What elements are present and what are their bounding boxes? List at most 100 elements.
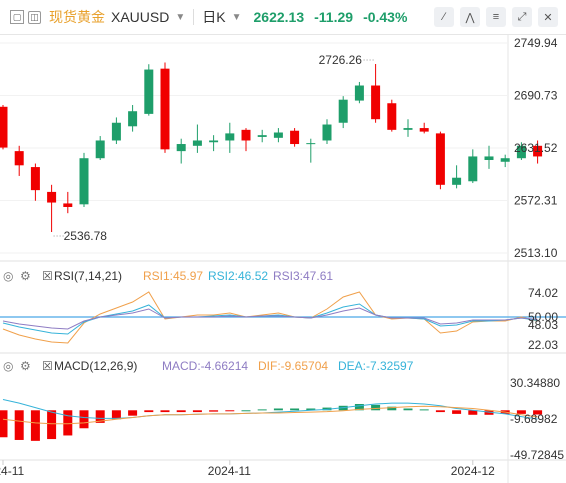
- high-annotation: 2726.26: [319, 53, 363, 67]
- macd-histogram-bar: [516, 410, 526, 414]
- macd-histogram-bar: [225, 410, 235, 412]
- macd-histogram-bar: [419, 409, 429, 411]
- macd-histogram-bar: [95, 410, 105, 423]
- x-tick-label: 2024-12: [451, 464, 495, 478]
- macd-histogram-bar: [30, 410, 40, 441]
- candle-body: [192, 140, 202, 146]
- rsi-series-line: [2, 303, 538, 335]
- rsi-legend: ◎ ⚙ ☒ RSI(7,14,21) RSI1:45.97 RSI2:46.52…: [3, 269, 333, 283]
- macd-histogram-bar: [306, 408, 316, 411]
- candle-body: [468, 156, 478, 182]
- instrument-name: 现货黄金: [49, 9, 105, 25]
- rsi-tick-label: 22.03: [528, 338, 558, 352]
- candle-body: [387, 103, 397, 130]
- settings-icon[interactable]: ⚙: [20, 359, 31, 373]
- current-price: 2622.13: [253, 9, 305, 25]
- candle-body: [241, 129, 251, 141]
- settings-icon[interactable]: ⚙: [20, 269, 31, 283]
- candle-body: [371, 85, 381, 120]
- low-annotation: 2536.78: [64, 229, 108, 243]
- candle-body: [257, 135, 267, 137]
- candle-body: [533, 145, 543, 157]
- macd-histogram-bar: [144, 410, 154, 413]
- candle-body: [273, 132, 283, 138]
- rsi3-value: RSI3:47.61: [273, 269, 333, 283]
- symbol-dropdown-icon[interactable]: ▼: [175, 11, 186, 23]
- price-tick-label: 2572.31: [514, 194, 558, 208]
- dea-value: DEA:-7.32597: [338, 359, 414, 373]
- candle-body: [144, 69, 154, 114]
- candle-body: [306, 143, 316, 145]
- rsi-series-line: [2, 307, 538, 330]
- settings-sliders-icon[interactable]: ≡: [486, 7, 506, 27]
- macd-histogram-bar: [14, 410, 24, 440]
- macd-histogram-bar: [468, 410, 478, 415]
- macd-histogram-bar: [533, 410, 543, 415]
- price-change: -11.29: [314, 9, 354, 25]
- rsi2-value: RSI2:46.52: [208, 269, 268, 283]
- price-tick-label: 2690.73: [514, 89, 558, 103]
- candle-body: [452, 177, 462, 185]
- macd-histogram-bar: [63, 410, 73, 436]
- dif-value: DIF:-9.65704: [258, 359, 328, 373]
- divider: [193, 9, 195, 25]
- macd-histogram-bar: [111, 410, 121, 420]
- candle-body: [419, 128, 429, 132]
- macd-histogram-bar: [403, 408, 413, 411]
- timeframe-dropdown-icon[interactable]: ▼: [231, 11, 242, 23]
- macd-histogram-bar: [371, 404, 381, 411]
- close-icon[interactable]: ✕: [538, 7, 558, 27]
- stock-chart[interactable]: 2726.26 2536.78 2749.94 2690.73 2631.52 2572…: [0, 35, 566, 483]
- candle-body: [290, 130, 300, 145]
- price-tick-label: 2513.10: [514, 246, 558, 260]
- eye-icon[interactable]: ◎: [3, 269, 13, 283]
- rsi-title: RSI(7,14,21): [54, 269, 122, 283]
- candle-body: [47, 191, 57, 203]
- candle-body: [79, 158, 89, 205]
- macd-histogram-bar: [452, 410, 462, 414]
- lock-icon[interactable]: ◫: [28, 10, 41, 24]
- macd-title: MACD(12,26,9): [54, 359, 137, 373]
- macd-legend: ◎ ⚙ ☒ MACD(12,26,9) MACD:-4.66214 DIF:-9…: [3, 359, 414, 373]
- macd-histogram-bar: [160, 410, 170, 413]
- price-tick-label: 2631.52: [514, 141, 558, 155]
- macd-checkbox[interactable]: ☒: [42, 359, 53, 373]
- macd-tick-label: -9.68982: [510, 412, 558, 426]
- candle-body: [160, 68, 170, 150]
- candle-body: [30, 167, 40, 191]
- rsi-tick-label: 74.02: [528, 286, 558, 300]
- macd-histogram-bar: [241, 410, 251, 412]
- indicator-icon[interactable]: ⋀: [460, 7, 480, 27]
- expand-icon[interactable]: ▢: [10, 10, 24, 24]
- candle-body: [338, 99, 348, 123]
- instrument-symbol[interactable]: XAUUSD: [111, 9, 170, 25]
- candle-body: [209, 140, 219, 143]
- macd-histogram-bar: [47, 410, 57, 440]
- macd-histogram-bar: [257, 409, 267, 411]
- macd-value: MACD:-4.66214: [162, 359, 248, 373]
- candle-body: [500, 158, 510, 162]
- candle-body: [322, 124, 332, 141]
- candle-body: [435, 133, 445, 185]
- rsi-tick-label: 50.00: [528, 310, 558, 324]
- macd-histogram-bar: [176, 410, 186, 413]
- macd-histogram-bar: [128, 410, 138, 416]
- candle-body: [176, 144, 186, 152]
- candle-body: [128, 111, 138, 127]
- macd-histogram-bar: [435, 410, 445, 413]
- price-tick-label: 2749.94: [514, 36, 558, 50]
- macd-histogram-bar: [290, 408, 300, 411]
- eye-icon[interactable]: ◎: [3, 359, 13, 373]
- macd-histogram-bar: [209, 410, 219, 412]
- timeframe-selector[interactable]: 日K: [202, 9, 226, 25]
- fullscreen-icon[interactable]: ⤢: [512, 7, 532, 27]
- x-tick-label: 2024-11: [208, 464, 251, 478]
- candle-body: [484, 156, 494, 160]
- candle-body: [225, 133, 235, 141]
- macd-histogram-bar: [0, 410, 8, 438]
- draw-line-icon[interactable]: ∕: [434, 7, 454, 27]
- rsi-checkbox[interactable]: ☒: [42, 269, 53, 283]
- macd-histogram-bar: [354, 403, 364, 411]
- candle-body: [111, 122, 121, 141]
- candle-body: [354, 85, 364, 101]
